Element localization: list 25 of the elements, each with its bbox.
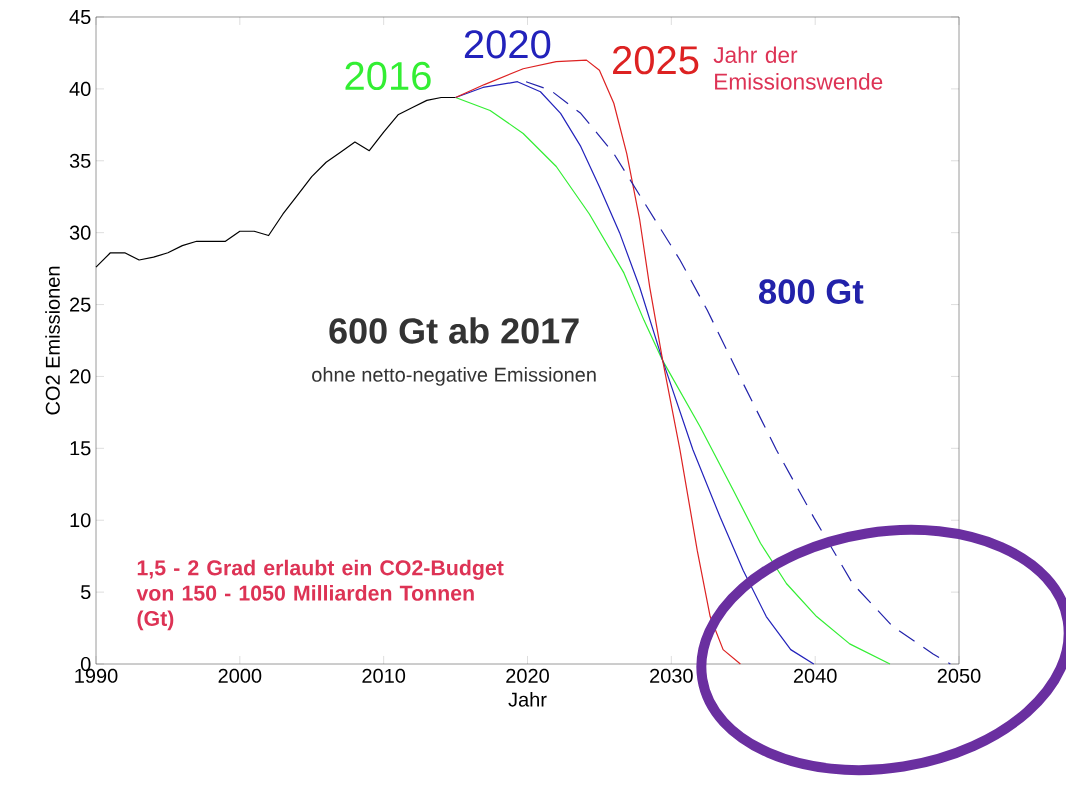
y-tick-label: 25 xyxy=(70,297,91,312)
y-tick-label: 10 xyxy=(70,513,91,528)
series-label: 2020 xyxy=(464,30,551,59)
series-label: 2016 xyxy=(345,61,431,91)
x-tick-label: 2010 xyxy=(362,668,406,683)
y-tick-label: 15 xyxy=(70,441,91,456)
y-tick-label: 40 xyxy=(69,81,91,96)
annotation: ohne netto-negative Emissionen xyxy=(312,367,596,386)
y-tick-label: 45 xyxy=(69,10,91,24)
x-tick-label: 2020 xyxy=(506,668,549,683)
y-tick-label: 20 xyxy=(70,369,91,384)
x-tick-label: 2030 xyxy=(650,668,693,683)
annotation: Jahr der Emissionswende xyxy=(713,46,883,90)
annotation: 1,5 - 2 Grad erlaubt ein CO2-Budget von 150 - 1050 Milliarden Tonnen (Gt) xyxy=(136,559,504,631)
y-tick-label: 35 xyxy=(69,153,91,168)
y-tick-label: 5 xyxy=(80,585,91,600)
x-tick-label: 2040 xyxy=(793,668,837,683)
annotation: 600 Gt ab 2017 xyxy=(329,317,579,344)
x-axis-title: Jahr xyxy=(508,692,547,707)
series-label: 800 Gt xyxy=(758,279,864,304)
y-tick-label: 30 xyxy=(69,225,91,240)
series-label: 2025 xyxy=(613,45,699,75)
x-tick-label: 2000 xyxy=(218,668,262,683)
x-tick-label: 2050 xyxy=(937,668,981,683)
y-axis-title: CO2 Emissionen xyxy=(45,266,60,415)
